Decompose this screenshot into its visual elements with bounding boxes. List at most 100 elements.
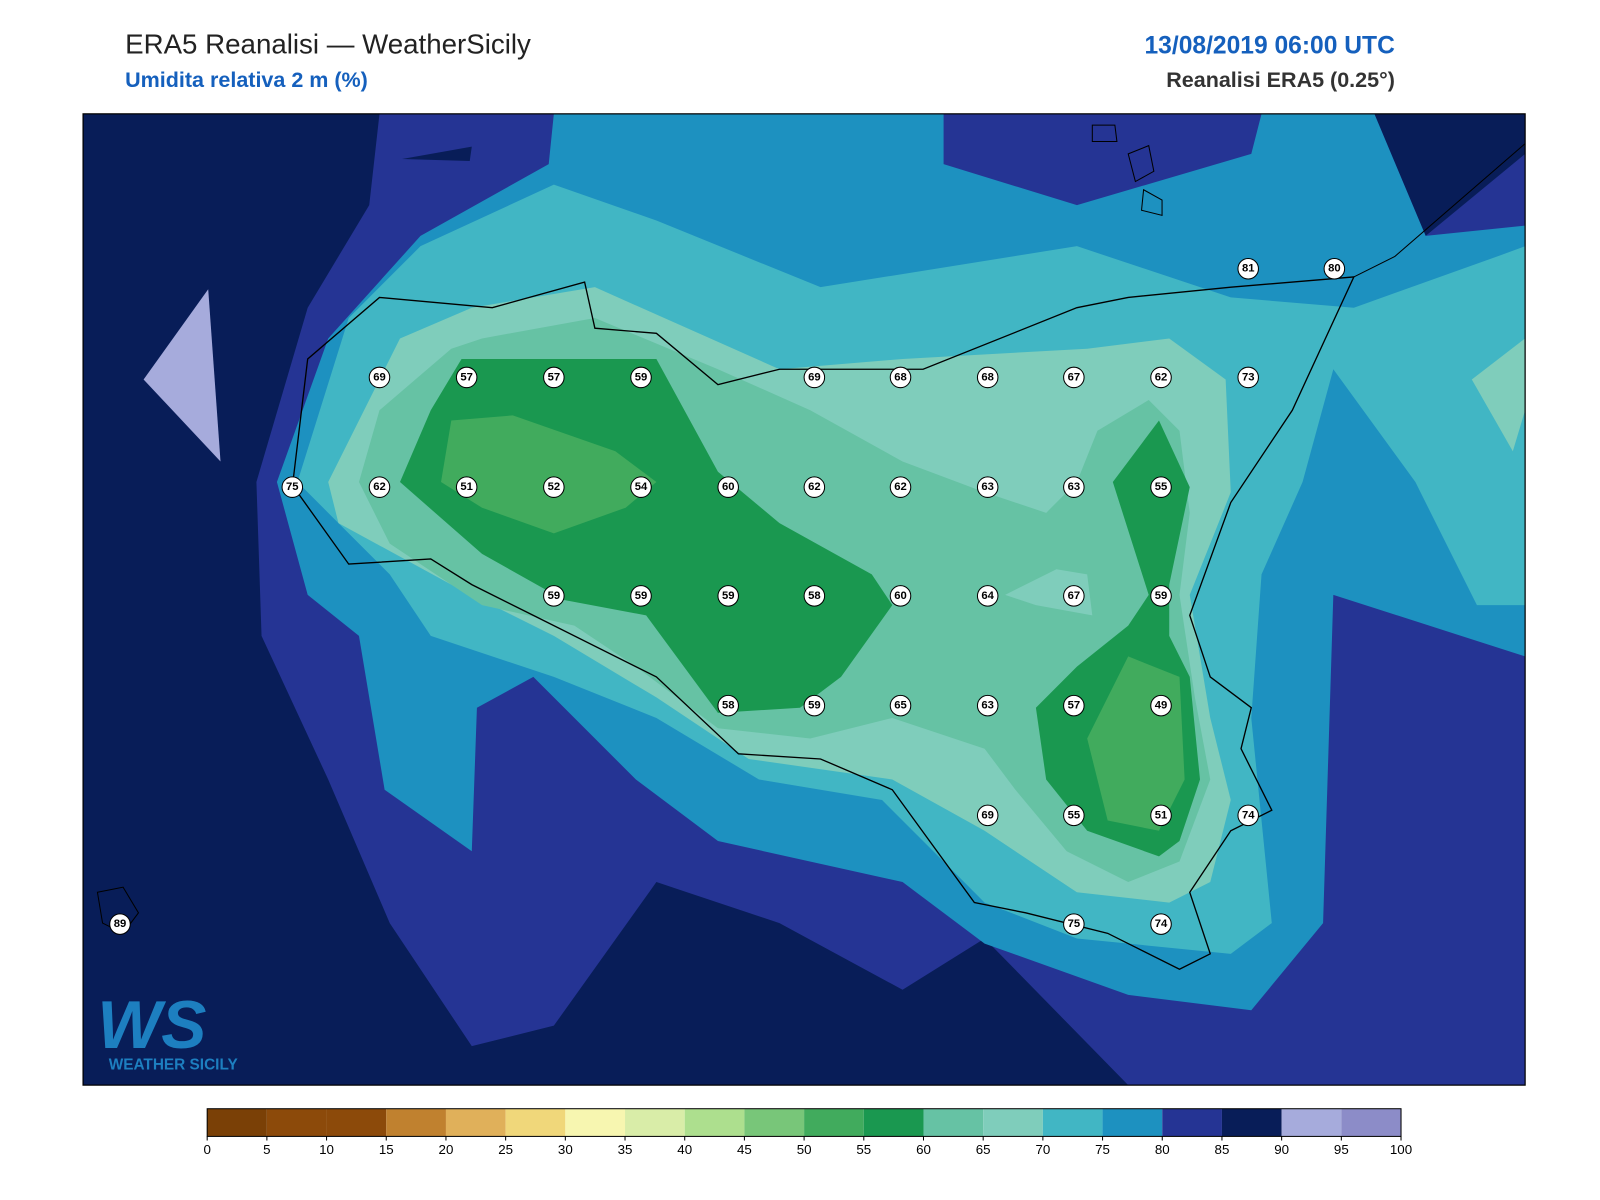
station-marker <box>630 585 652 607</box>
datetime: 13/08/2019 06:00 UTC <box>1144 32 1395 59</box>
islands <box>96 124 1163 934</box>
logo-mark: WS <box>97 988 206 1063</box>
station-value: 62 <box>894 481 907 493</box>
colorbar-tick-label: 20 <box>439 1142 454 1157</box>
station-value: 49 <box>1155 700 1168 712</box>
colorbar-bin <box>1162 1108 1222 1137</box>
colorbar-tick-label: 25 <box>498 1142 513 1157</box>
border <box>1353 143 1526 278</box>
field-50-55 <box>441 415 657 534</box>
field-90-95 <box>143 289 221 462</box>
colorbar-tick-label: 10 <box>319 1142 334 1157</box>
colorbar-bin <box>625 1108 685 1137</box>
colorbar-tick-label: 0 <box>203 1142 210 1157</box>
station-value: 57 <box>1068 700 1081 712</box>
colorbar-bin <box>1341 1108 1402 1137</box>
colorbar-bin <box>445 1108 506 1137</box>
station-value: 69 <box>808 371 821 383</box>
station-value: 65 <box>894 700 907 712</box>
station-value: 54 <box>635 481 648 493</box>
station-value: 62 <box>1155 371 1168 383</box>
coastline <box>291 276 1355 970</box>
colorbar-tick-label: 5 <box>263 1142 270 1157</box>
colorbar-bin <box>386 1108 446 1137</box>
station-marker <box>976 804 999 827</box>
station-value: 74 <box>1155 918 1168 930</box>
station-marker <box>1323 257 1346 280</box>
station-value: 52 <box>548 481 561 493</box>
source: Reanalisi ERA5 (0.25°) <box>1166 68 1395 92</box>
colorbar-bin <box>923 1108 984 1137</box>
station-value: 80 <box>1328 263 1341 275</box>
station-value: 63 <box>981 481 994 493</box>
colorbar-bin <box>863 1108 924 1137</box>
logo-name: WEATHER SICILY <box>109 1057 238 1074</box>
station-marker <box>1063 366 1085 389</box>
station-value: 67 <box>1068 590 1081 602</box>
map-frame <box>82 113 1526 1086</box>
station-value: 59 <box>722 590 735 602</box>
colorbar-tick-label: 55 <box>856 1142 871 1157</box>
station-value: 81 <box>1242 263 1255 275</box>
colorbar: 0 5 10 15 20 25 30 35 40 45 50 55 60 65 70 75 80 85 90 95 10… <box>203 1108 1412 1157</box>
station-value: 68 <box>894 371 907 383</box>
station-marker <box>976 366 999 389</box>
subtitle: Umidita relativa 2 m (%) <box>125 68 368 92</box>
colorbar-tick-label: 80 <box>1155 1142 1170 1157</box>
station-value: 59 <box>808 700 821 712</box>
colorbar-tick-label: 40 <box>677 1142 692 1157</box>
station-marker <box>803 476 826 498</box>
station-value: 75 <box>1068 918 1081 930</box>
station-marker <box>630 476 652 498</box>
station-value: 73 <box>1242 371 1255 383</box>
colorbar-bin <box>744 1108 805 1137</box>
station-marker <box>1150 476 1172 498</box>
colorbar-bin <box>505 1108 566 1137</box>
station-marker <box>803 585 826 607</box>
station-marker <box>1237 804 1259 827</box>
station-value: 60 <box>722 481 735 493</box>
station-value: 51 <box>1155 809 1168 821</box>
station-marker <box>889 585 912 607</box>
station-value: 69 <box>373 371 386 383</box>
colorbar-tick-label: 60 <box>916 1142 931 1157</box>
colorbar-bin <box>1042 1108 1103 1137</box>
station-value: 59 <box>635 590 648 602</box>
colorbar-tick-label: 95 <box>1334 1142 1349 1157</box>
station-value: 59 <box>1155 590 1168 602</box>
station-marker <box>1237 366 1259 389</box>
station-value: 57 <box>548 371 561 383</box>
station-value: 58 <box>722 700 735 712</box>
station-value: 69 <box>981 809 994 821</box>
station-value: 64 <box>981 590 994 602</box>
station-marker <box>976 585 999 607</box>
colorbar-bin <box>684 1108 745 1137</box>
colorbar-bin <box>983 1108 1043 1137</box>
colorbar-bin <box>1221 1108 1282 1137</box>
colorbar-bin <box>207 1108 267 1137</box>
station-marker <box>630 366 652 389</box>
field-65-70 <box>1471 338 1526 452</box>
station-marker <box>803 694 826 717</box>
station-value: 63 <box>1068 481 1081 493</box>
station-marker <box>455 476 478 498</box>
station-value: 62 <box>373 481 386 493</box>
station-value: 68 <box>981 371 994 383</box>
station-value: 59 <box>548 590 561 602</box>
station-value: 75 <box>286 481 299 493</box>
colorbar-tick-label: 90 <box>1274 1142 1289 1157</box>
station-marker <box>976 694 999 717</box>
station-marker <box>543 476 565 498</box>
station-marker <box>1150 585 1172 607</box>
title: ERA5 Reanalisi — WeatherSicily <box>125 28 531 59</box>
station-marker <box>1063 476 1085 498</box>
station-marker <box>281 476 304 498</box>
station-value: 63 <box>981 700 994 712</box>
station-value: 51 <box>460 481 473 493</box>
colorbar-tick-label: 65 <box>976 1142 991 1157</box>
station-marker <box>455 366 478 389</box>
station-marker <box>368 476 391 498</box>
station-marker <box>1150 694 1172 717</box>
station-marker <box>1063 804 1085 827</box>
colorbar-tick-label: 50 <box>797 1142 812 1157</box>
